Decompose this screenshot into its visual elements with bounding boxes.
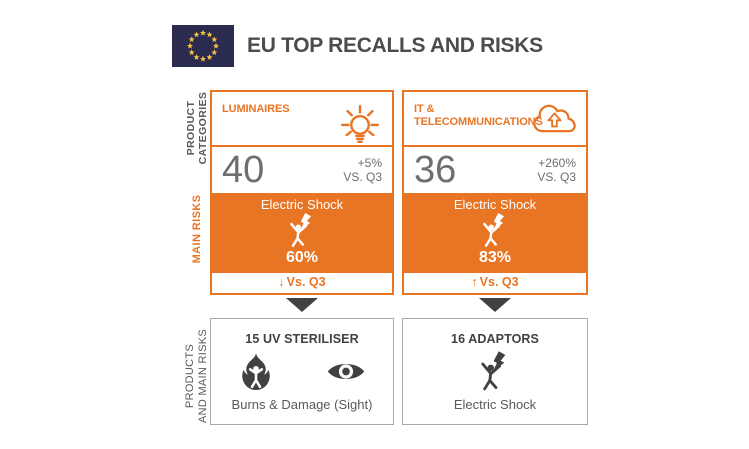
page-title: EU TOP RECALLS AND RISKS xyxy=(247,34,543,57)
risk-label: Electric Shock xyxy=(453,196,537,212)
side-label-product-categories: PRODUCT CATEGORIES xyxy=(185,92,209,165)
electric-shock-icon xyxy=(483,212,504,247)
product-title: 16 ADAPTORS xyxy=(451,332,539,346)
down-triangle-icon xyxy=(286,298,318,312)
main-risk-block: Electric Shock 83% xyxy=(404,193,586,271)
trend-row: ↑ Vs. Q3 xyxy=(404,271,586,293)
eu-flag-icon xyxy=(172,25,234,67)
down-triangle-icon xyxy=(479,298,511,312)
trend-label: Vs. Q3 xyxy=(286,275,326,289)
product-risk-label: Burns & Damage (Sight) xyxy=(231,397,373,412)
category-name: LUMINAIRES xyxy=(222,103,290,115)
trend-up-arrow-icon: ↑ xyxy=(471,275,478,289)
category-card-it-telecom: IT & TELECOMMUNICATIONS 36 +260% VS. Q3 … xyxy=(402,90,588,295)
burns-icon xyxy=(242,352,270,390)
category-header: LUMINAIRES xyxy=(212,92,392,147)
side-label-main-risks: MAIN RISKS xyxy=(191,194,203,264)
recall-count-row: 36 +260% VS. Q3 xyxy=(404,147,586,193)
side-label-line: PRODUCTS xyxy=(184,343,196,409)
risk-percent: 83% xyxy=(478,249,512,267)
side-label-products-and-main-risks: PRODUCTS AND MAIN RISKS xyxy=(184,329,210,423)
cloud-upload-icon xyxy=(533,104,576,133)
product-risk-label: Electric Shock xyxy=(453,397,537,412)
side-label-line: PRODUCT xyxy=(185,100,197,156)
product-title: 15 UV STERILISER xyxy=(245,332,359,346)
trend-down-arrow-icon: ↓ xyxy=(278,275,285,289)
trend-row: ↓ Vs. Q3 xyxy=(212,271,392,293)
product-risk-icons xyxy=(238,352,366,392)
recall-count-row: 40 +5% VS. Q3 xyxy=(212,147,392,193)
risk-percent: 60% xyxy=(285,249,319,267)
electric-shock-icon xyxy=(290,212,311,247)
header: EU TOP RECALLS AND RISKS xyxy=(172,25,543,67)
trend-label: Vs. Q3 xyxy=(479,275,519,289)
product-card-uv-steriliser: 15 UV STERILISER Burns & Damage (Sight) xyxy=(210,318,394,425)
category-name: IT & TELECOMMUNICATIONS xyxy=(414,103,543,128)
side-label-line: CATEGORIES xyxy=(197,91,209,165)
recall-count: 40 xyxy=(222,149,265,191)
product-card-adaptors: 16 ADAPTORS Electric Shock xyxy=(402,318,588,425)
recall-change: +260% VS. Q3 xyxy=(537,156,576,184)
lightbulb-icon xyxy=(340,104,380,144)
risk-label: Electric Shock xyxy=(260,196,344,212)
product-risk-icons xyxy=(479,350,511,393)
eye-icon xyxy=(327,364,365,379)
electric-shock-icon xyxy=(481,350,506,390)
change-period: VS. Q3 xyxy=(343,170,382,184)
category-card-luminaires: LUMINAIRES 40 +5% VS. Q3 Electric Shock … xyxy=(210,90,394,295)
recall-change: +5% VS. Q3 xyxy=(343,156,382,184)
change-period: VS. Q3 xyxy=(537,170,576,184)
main-risk-block: Electric Shock 60% xyxy=(212,193,392,271)
change-value: +260% xyxy=(538,156,576,170)
change-value: +5% xyxy=(357,156,382,170)
recall-count: 36 xyxy=(414,149,457,191)
category-header: IT & TELECOMMUNICATIONS xyxy=(404,92,586,147)
side-label-line: AND MAIN RISKS xyxy=(197,328,209,424)
